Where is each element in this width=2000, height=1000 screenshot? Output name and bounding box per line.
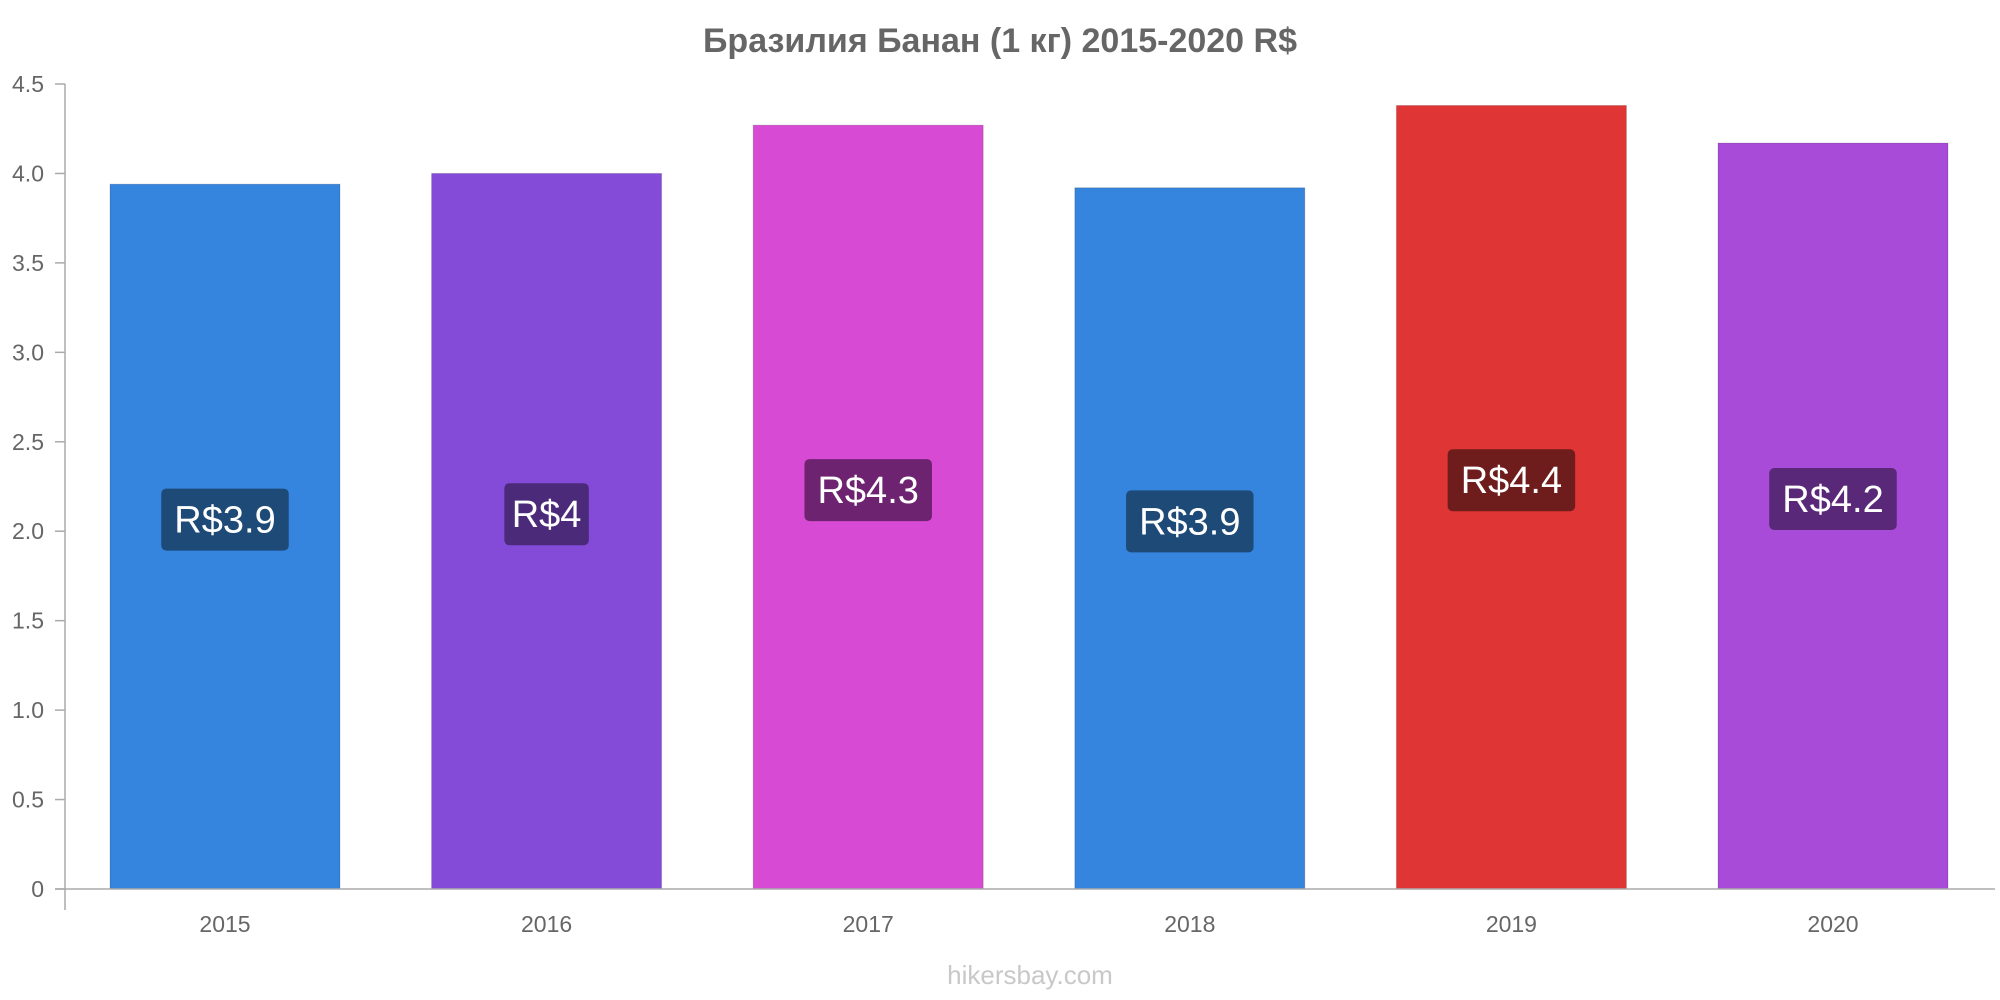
value-label-badge <box>804 459 932 522</box>
y-tick-label: 4.5 <box>12 71 44 97</box>
value-labels-group: R$3.9 R$4 R$4.3 R$3.9 R$4.4 R$4.2 <box>161 449 1897 553</box>
y-tick-label: 1.5 <box>12 608 44 634</box>
value-label-badge <box>1447 449 1576 512</box>
x-tick-label: 2019 <box>1486 911 1537 937</box>
value-label: R$3.9 <box>1139 501 1240 543</box>
value-label-badge <box>161 488 289 551</box>
value-label: R$4.3 <box>817 470 918 512</box>
x-tick-label: 2016 <box>521 911 572 937</box>
value-label-badge <box>504 483 589 546</box>
y-tick-label: 0 <box>31 876 44 902</box>
value-label: R$4.2 <box>1782 479 1883 521</box>
value-label: R$4.4 <box>1461 460 1562 502</box>
value-label: R$4 <box>512 494 582 536</box>
watermark: hikersbay.com <box>947 960 1113 990</box>
y-tick-label: 2.0 <box>12 518 44 544</box>
y-tick-label: 3.0 <box>12 339 44 365</box>
y-tick-label: 3.5 <box>12 250 44 276</box>
chart-title: Бразилия Банан (1 кг) 2015-2020 R$ <box>703 22 1297 60</box>
x-tick-label: 2018 <box>1164 911 1215 937</box>
x-tick-label: 2017 <box>843 911 894 937</box>
y-tick-label: 4.0 <box>12 160 44 186</box>
value-label-badge <box>1126 490 1254 553</box>
x-axis: 2015 2016 2017 2018 2019 2020 <box>55 888 1995 937</box>
x-tick-label: 2020 <box>1807 911 1858 937</box>
value-label-badge <box>1769 468 1897 531</box>
y-axis: 0 0.5 1.0 1.5 2.0 2.5 3.0 3.5 4.0 4.5 <box>12 71 66 910</box>
y-tick-label: 2.5 <box>12 429 44 455</box>
y-tick-label: 1.0 <box>12 697 44 723</box>
bars-group <box>109 104 1949 890</box>
value-label: R$3.9 <box>174 500 275 542</box>
y-tick-label: 0.5 <box>12 787 44 813</box>
x-tick-label: 2015 <box>199 911 250 937</box>
